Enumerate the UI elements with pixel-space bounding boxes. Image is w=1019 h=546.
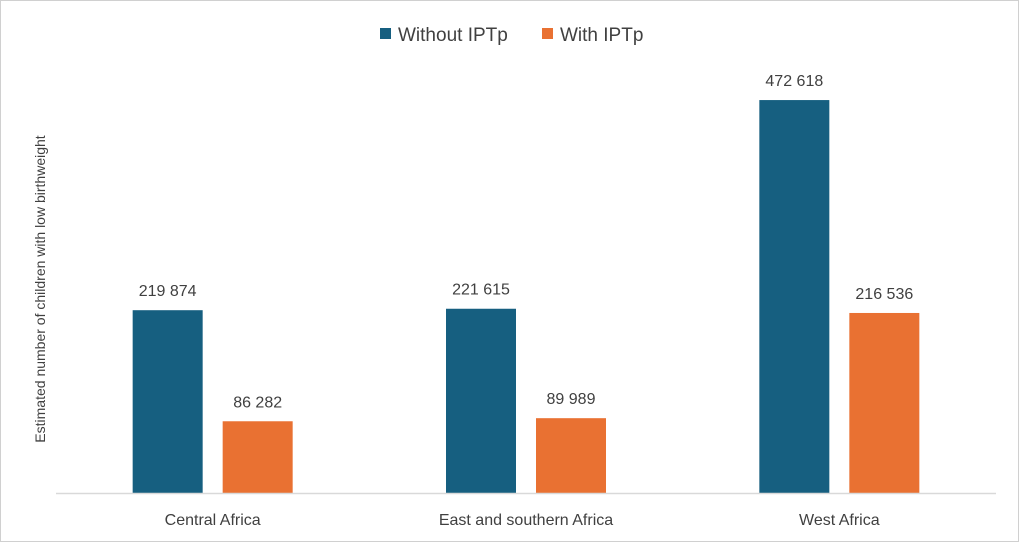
data-label-with-iptp-central-africa: 86 282 [233, 394, 282, 411]
y-axis-label: Estimated number of children with low bi… [32, 135, 48, 442]
bar-with-iptp-east-and-southern-africa [536, 418, 606, 493]
bars-group [132, 100, 920, 493]
data-label-without-iptp-east-and-southern-africa: 221 615 [452, 282, 510, 299]
x-tick-west-africa: West Africa [799, 512, 880, 529]
data-label-without-iptp-central-africa: 219 874 [139, 283, 197, 300]
legend-label-without-iptp: Without IPTp [398, 25, 508, 46]
bar-with-iptp-central-africa [222, 421, 293, 493]
x-tick-central-africa: Central Africa [165, 512, 261, 529]
bar-with-iptp-west-africa [849, 312, 920, 493]
legend-swatch-without-iptp [380, 28, 391, 39]
bar-without-iptp-central-africa [132, 310, 203, 493]
legend-label-with-iptp: With IPTp [560, 25, 643, 46]
x-tick-labels: Central Africa East and southern Africa We… [165, 512, 880, 529]
data-label-with-iptp-east-and-southern-africa: 89 989 [547, 391, 596, 408]
legend-swatch-with-iptp [542, 28, 553, 39]
data-label-without-iptp-west-africa: 472 618 [765, 73, 823, 90]
bar-without-iptp-west-africa [759, 100, 830, 493]
x-tick-east-and-southern-africa: East and southern Africa [439, 512, 613, 529]
chart-legend: Without IPTp With IPTp [380, 25, 643, 46]
bar-without-iptp-east-and-southern-africa [446, 308, 516, 493]
data-label-with-iptp-west-africa: 216 536 [855, 286, 913, 303]
data-labels-group: 219 874 86 282 221 615 89 989 472 618 216 536 [139, 73, 914, 411]
